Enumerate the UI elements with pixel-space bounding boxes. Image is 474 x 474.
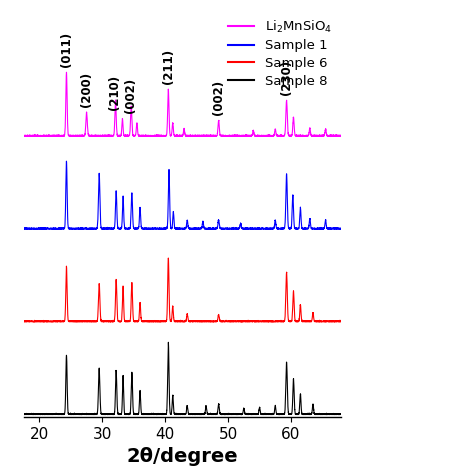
Text: (002): (002) bbox=[212, 80, 225, 115]
Text: (200): (200) bbox=[80, 72, 93, 107]
Text: (002): (002) bbox=[124, 78, 137, 113]
Text: (210): (210) bbox=[109, 75, 121, 110]
Text: (211): (211) bbox=[162, 49, 175, 84]
X-axis label: 2θ/degree: 2θ/degree bbox=[127, 447, 238, 466]
Text: (230): (230) bbox=[280, 60, 293, 95]
Legend: $\mathrm{Li_2MnSiO_4}$, Sample 1, Sample 6, Sample 8: $\mathrm{Li_2MnSiO_4}$, Sample 1, Sample… bbox=[225, 16, 335, 91]
Text: (011): (011) bbox=[60, 32, 73, 67]
